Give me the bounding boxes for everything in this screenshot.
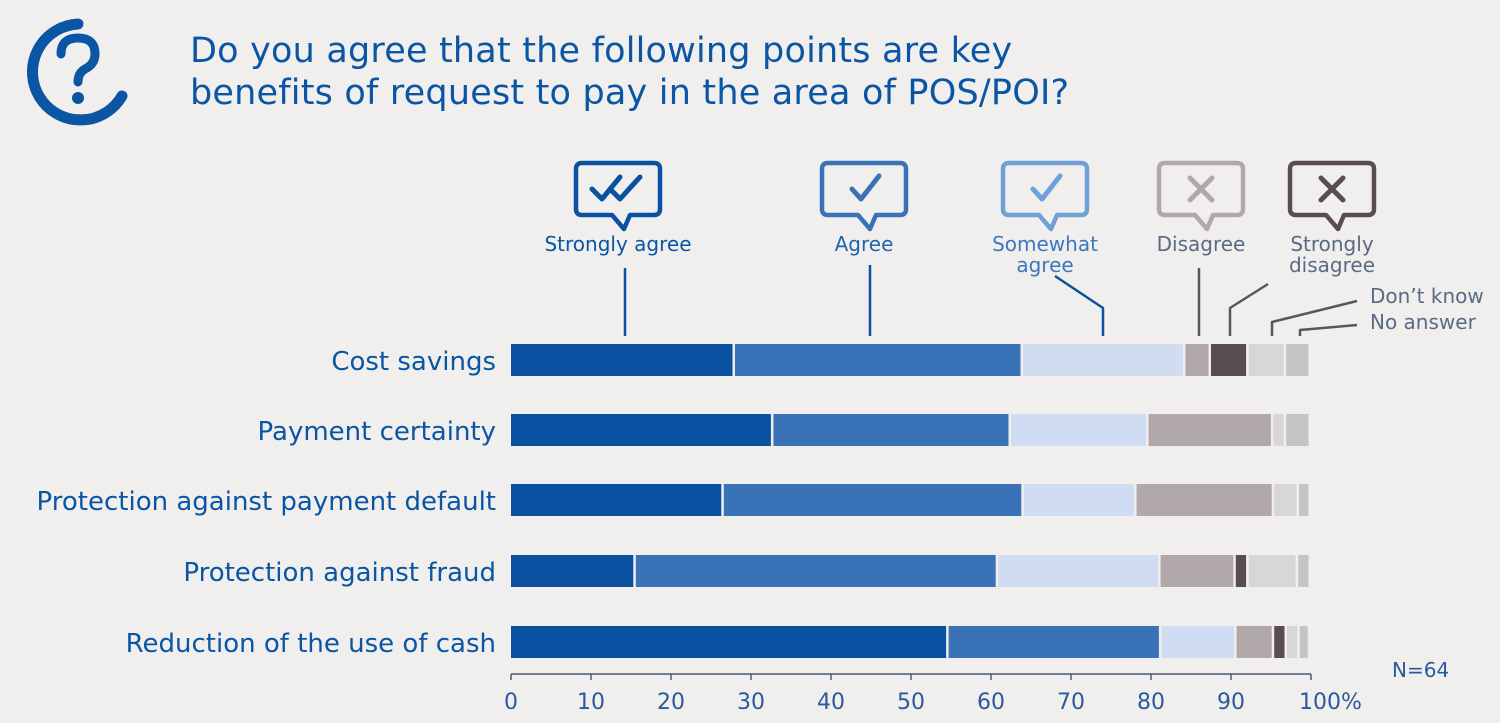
bar-cost-savings-no-answer: [1286, 344, 1309, 376]
legend-item-agree: Agree: [819, 160, 909, 336]
bar-reduction-of-the-use-of-cash-no-answer: [1299, 626, 1308, 658]
legend-item-disagree: Disagree: [1156, 160, 1246, 336]
category-label-payment-certainty: Payment certainty: [258, 417, 496, 447]
bar-protection-against-payment-default-somewhat-agree: [1023, 484, 1135, 516]
check-mark: [849, 173, 882, 202]
legend-item-no-answer: No answer: [1298, 310, 1477, 336]
bar-protection-against-payment-default-don-t-know: [1274, 484, 1297, 516]
bar-protection-against-fraud-strongly-agree: [511, 555, 634, 587]
legend-item-don-t-know: Don’t know: [1270, 284, 1484, 336]
bar-reduction-of-the-use-of-cash-strongly-disagree: [1274, 626, 1285, 658]
bar-reduction-of-the-use-of-cash-strongly-agree: [511, 626, 947, 658]
bar-reduction-of-the-use-of-cash-disagree: [1236, 626, 1272, 658]
bar-cost-savings-disagree: [1185, 344, 1209, 376]
check-speech-bubble-icon: [819, 160, 909, 232]
x-tick-label: 0: [504, 690, 518, 715]
legend-label: Somewhat: [992, 232, 1098, 256]
legend-leader-line: [1298, 323, 1358, 336]
question-mark-circle-icon: [26, 18, 128, 126]
category-label-cost-savings: Cost savings: [331, 347, 496, 377]
page-title-line-1: Do you agree that the following points a…: [190, 31, 1013, 71]
legend-leader-line: [1270, 299, 1358, 336]
legend-label: No answer: [1370, 310, 1477, 334]
legend-leader-line: [1228, 282, 1269, 336]
bar-protection-against-fraud-no-answer: [1298, 555, 1309, 587]
category-labels: Cost savings Payment certainty Protection …: [37, 347, 496, 659]
bar-cost-savings-somewhat-agree: [1023, 344, 1183, 376]
bar-payment-certainty-don-t-know: [1273, 414, 1284, 446]
bar-protection-against-payment-default-no-answer: [1299, 484, 1309, 516]
bar-cost-savings-strongly-disagree: [1211, 344, 1247, 376]
bar-payment-certainty-no-answer: [1286, 414, 1309, 446]
legend-item-strongly-agree: Strongly agree: [544, 160, 692, 336]
x-tick-label: 10: [577, 690, 605, 715]
check-mark: [1030, 173, 1063, 202]
bar-payment-certainty-strongly-agree: [511, 414, 771, 446]
legend-label: Strongly: [1290, 232, 1373, 256]
bar-reduction-of-the-use-of-cash-somewhat-agree: [1161, 626, 1235, 658]
legend-label: Agree: [835, 232, 894, 256]
x-tick-label: 30: [737, 690, 765, 715]
bar-payment-certainty-disagree: [1148, 414, 1271, 446]
sample-size-note: N=64: [1392, 658, 1450, 682]
legend-label: Strongly agree: [544, 232, 691, 256]
double-check-speech-bubble-icon: [573, 160, 663, 232]
bar-protection-against-fraud-strongly-disagree: [1235, 555, 1247, 587]
legend-leader-line: [1054, 274, 1105, 336]
bar-reduction-of-the-use-of-cash-agree: [948, 626, 1159, 658]
check-mark: [607, 174, 643, 202]
x-tick-label: 50: [897, 690, 925, 715]
check-mark: [589, 174, 623, 202]
bar-protection-against-fraud-agree: [635, 555, 996, 587]
x-tick-label: 90: [1217, 690, 1245, 715]
bar-reduction-of-the-use-of-cash-don-t-know: [1287, 626, 1298, 658]
x-mark: [1187, 175, 1215, 203]
bubble-outline: [1287, 160, 1377, 232]
bar-protection-against-payment-default-strongly-agree: [511, 484, 722, 516]
bar-protection-against-fraud-disagree: [1160, 555, 1234, 587]
bubble-outline: [1156, 160, 1246, 232]
bubble-outline: [1000, 160, 1090, 232]
category-label-protection-against-fraud: Protection against fraud: [183, 558, 496, 588]
category-label-reduction-of-the-use-of-cash: Reduction of the use of cash: [126, 629, 496, 659]
x-tick-label: 80: [1137, 690, 1165, 715]
legend-label: Don’t know: [1370, 284, 1484, 308]
x-tick-label: 70: [1057, 690, 1085, 715]
x-speech-bubble-icon: [1287, 160, 1377, 232]
bar-cost-savings-agree: [735, 344, 1021, 376]
bubble-outline: [819, 160, 909, 232]
x-tick-label: 40: [817, 690, 845, 715]
bar-protection-against-fraud-don-t-know: [1248, 555, 1296, 587]
bar-payment-certainty-somewhat-agree: [1011, 414, 1147, 446]
bar-cost-savings-don-t-know: [1248, 344, 1284, 376]
bars: [511, 344, 1309, 658]
bubble-outline: [573, 160, 663, 232]
bar-protection-against-payment-default-disagree: [1136, 484, 1272, 516]
x-speech-bubble-icon: [1156, 160, 1246, 232]
bar-protection-against-payment-default-agree: [723, 484, 1022, 516]
category-label-protection-against-payment-default: Protection against payment default: [37, 487, 496, 517]
x-mark: [1318, 175, 1346, 203]
bar-payment-certainty-agree: [773, 414, 1009, 446]
bar-cost-savings-strongly-agree: [511, 344, 733, 376]
legend-label: Disagree: [1157, 232, 1246, 256]
legend-label: agree: [1016, 253, 1073, 277]
x-axis: 0 10 20 30 40 50 60 70 80 90 100%: [504, 673, 1362, 715]
x-tick-label: 100%: [1299, 690, 1362, 715]
check-speech-bubble-icon: [1000, 160, 1090, 232]
page-title-line-2: benefits of request to pay in the area o…: [190, 73, 1070, 113]
page-title: Do you agree that the following points a…: [190, 30, 1290, 114]
x-tick-label: 20: [657, 690, 685, 715]
x-tick-label: 60: [977, 690, 1005, 715]
bar-protection-against-fraud-somewhat-agree: [998, 555, 1159, 587]
legend-label: disagree: [1289, 253, 1375, 277]
